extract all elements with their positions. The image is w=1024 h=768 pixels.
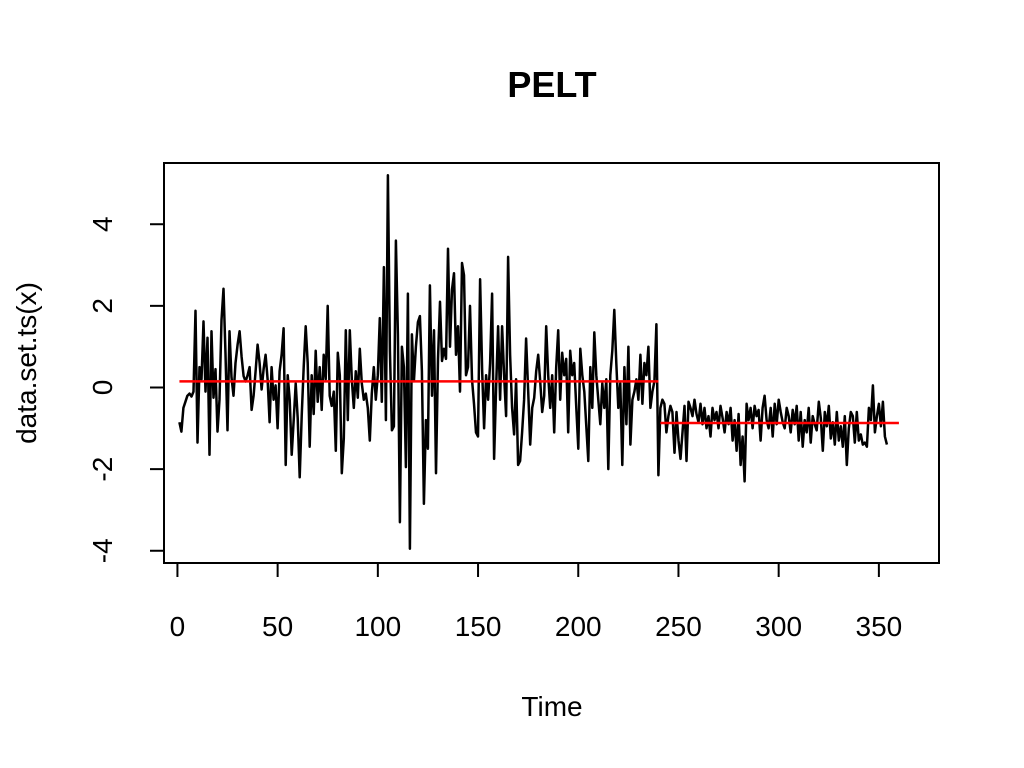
x-tick-label: 100: [354, 611, 401, 642]
changepoint-segments: [179, 380, 899, 425]
x-tick-label: 150: [455, 611, 502, 642]
x-tick-label: 200: [555, 611, 602, 642]
y-tick-label: 0: [87, 380, 118, 396]
x-tick-label: 300: [755, 611, 802, 642]
series-layer: [178, 173, 889, 550]
x-axis-label: Time: [521, 691, 582, 722]
y-tick-label: -4: [87, 538, 118, 563]
y-axis-label: data.set.ts(x): [11, 282, 42, 444]
x-tick-label: 350: [856, 611, 903, 642]
chart-title: PELT: [507, 64, 596, 105]
x-tick-label: 50: [262, 611, 293, 642]
x-tick-label: 250: [655, 611, 702, 642]
x-axis: 0 50 100 150 200 250 300 350: [170, 562, 903, 642]
series-line: [178, 173, 889, 550]
x-tick-label: 0: [170, 611, 186, 642]
y-axis: -4 -2 0 2 4: [87, 216, 165, 563]
y-tick-label: 4: [87, 216, 118, 232]
y-tick-label: 2: [87, 298, 118, 314]
y-tick-label: -2: [87, 457, 118, 482]
